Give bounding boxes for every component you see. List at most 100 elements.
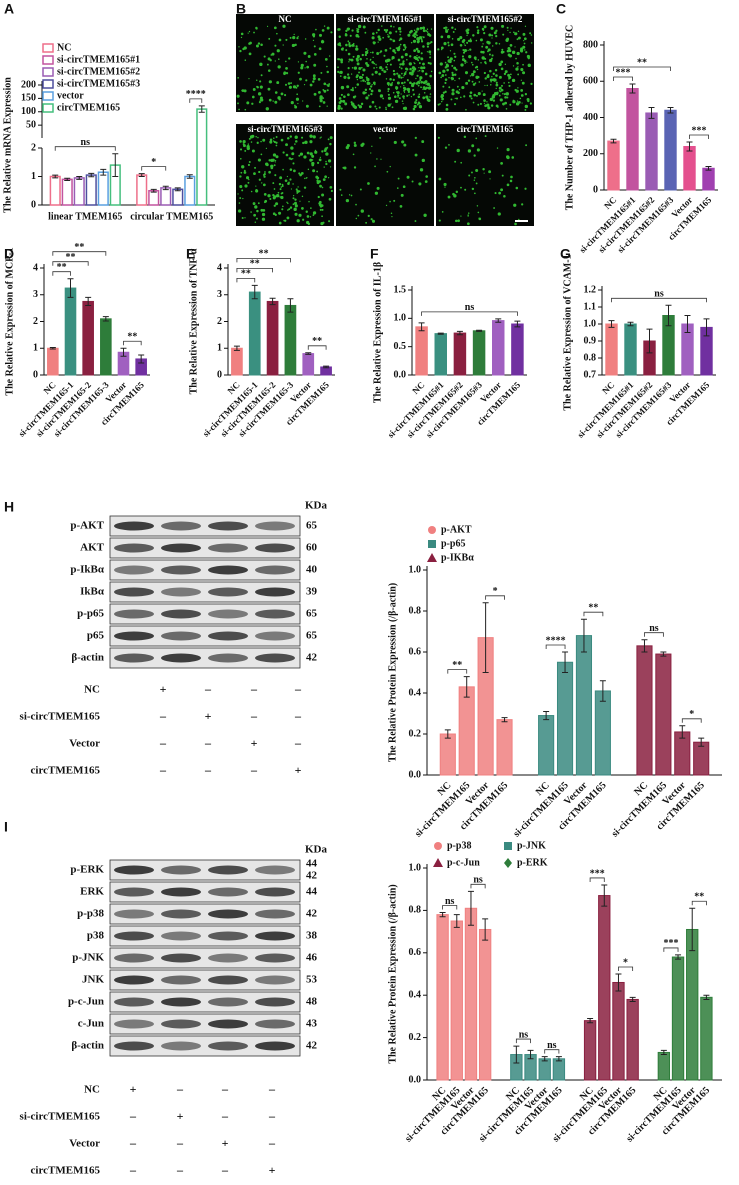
treatment-mark: – [129, 1109, 137, 1123]
significance-label: ** [259, 249, 269, 260]
significance-label: ** [452, 660, 462, 671]
significance-bracket [236, 277, 256, 283]
significance-label: ** [66, 252, 76, 263]
significance-bracket [544, 1049, 560, 1054]
blot-band [161, 653, 201, 663]
blot-band [161, 565, 201, 575]
blot-band [255, 865, 295, 875]
treatment-mark: – [204, 763, 212, 777]
error-bar [269, 297, 276, 306]
blot-strip [109, 925, 301, 947]
x-tick-label: circular TMEM165 [130, 211, 213, 222]
error-bar [138, 354, 145, 364]
legend-label: p-p38 [447, 840, 471, 851]
error-bar [439, 912, 446, 918]
error-bar [599, 680, 606, 702]
blot-band [255, 565, 295, 575]
blot-band [208, 997, 248, 1007]
error-bar [305, 352, 312, 355]
treatment-label: si-circTMEM165 [20, 711, 101, 723]
blot-band [255, 1041, 295, 1051]
blot-strip [109, 947, 301, 969]
treatment-mark: – [294, 709, 302, 723]
bar [645, 112, 658, 191]
bar [464, 907, 478, 1081]
significance-bracket [421, 311, 518, 316]
y-axis-title: The Relative Expression of MCP-1 [4, 247, 15, 395]
significance-bracket [141, 166, 167, 171]
blot-band [255, 631, 295, 641]
legend-marker [42, 79, 54, 89]
blot-band [208, 865, 248, 875]
error-bar [233, 345, 240, 351]
error-bar [418, 322, 425, 332]
significance-label: *** [692, 125, 707, 136]
treatment-mark: + [160, 682, 167, 696]
error-bar [456, 330, 463, 336]
y-tick-label: 1.1 [584, 301, 597, 312]
image-label: circTMEM165 [457, 124, 514, 134]
bar [657, 1051, 671, 1081]
y-tick-label: 3 [33, 289, 38, 300]
significance-label: ns [445, 896, 455, 907]
treatment-mark: – [159, 736, 167, 750]
bar [583, 1020, 597, 1081]
y-tick-label: 150 [21, 93, 36, 104]
blot-strip [109, 969, 301, 991]
significance-bracket [613, 76, 633, 81]
panel-label: G [560, 246, 571, 262]
significance-label: ** [74, 242, 84, 253]
error-bar [641, 639, 648, 653]
error-bar [527, 1049, 534, 1060]
significance-label: * [689, 709, 694, 720]
cell-dots [237, 134, 333, 226]
blot-band [114, 521, 154, 531]
blot-band [208, 653, 248, 663]
kda-label: 60 [306, 542, 318, 554]
legend-marker [504, 842, 512, 850]
unit-label: KDa [305, 500, 328, 512]
significance-bracket [52, 271, 71, 276]
significance-bracket [54, 146, 116, 151]
blot-band [114, 565, 154, 575]
treatment-mark: + [205, 709, 212, 723]
error-bar [67, 278, 74, 298]
legend-label: vector [57, 90, 84, 101]
blot-band [208, 587, 248, 597]
blot-band [114, 653, 154, 663]
legend-marker [428, 540, 436, 548]
error-bar [698, 737, 705, 747]
y-tick-label: 800 [583, 39, 598, 50]
blot-band [255, 653, 295, 663]
blot-band [208, 931, 248, 941]
bar [148, 190, 160, 206]
treatment-label: si-circTMEM165 [20, 1111, 101, 1123]
blot-band [161, 975, 201, 985]
bar [266, 300, 279, 376]
legend-marker [42, 91, 54, 101]
error-bar [467, 890, 474, 926]
bar [683, 146, 696, 191]
significance-label: ** [250, 259, 260, 270]
significance-bracket [689, 134, 709, 139]
kda-label: 42 [306, 870, 318, 882]
blot-row-label: IkBα [80, 586, 105, 598]
significance-bracket [52, 251, 107, 256]
treatment-label: NC [84, 1084, 100, 1096]
blot-band [208, 887, 248, 897]
blot-band [161, 1041, 201, 1051]
bar [594, 690, 611, 776]
significance-bracket [611, 297, 707, 303]
y-tick-label: 0.6 [409, 947, 422, 958]
y-tick-label: 0.9 [584, 335, 597, 346]
error-bar [514, 320, 521, 328]
treatment-mark: – [268, 1082, 276, 1096]
error-bar [251, 284, 258, 300]
significance-label: ns [654, 289, 664, 300]
bar [598, 895, 611, 1081]
treatment-mark: – [221, 1109, 229, 1123]
y-tick-label: 1.0 [584, 318, 597, 329]
bar [700, 996, 713, 1081]
legend-label: si-circTMEM165#2 [57, 66, 140, 77]
blot-strip [109, 1035, 301, 1057]
